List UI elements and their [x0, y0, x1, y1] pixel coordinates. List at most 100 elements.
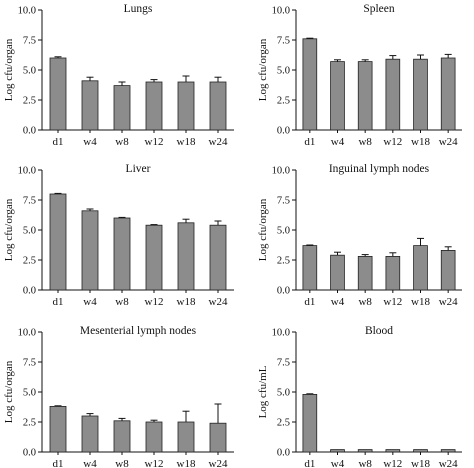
y-tick-label: 2.5 — [277, 256, 290, 267]
y-axis-title: Log cfu/organ — [3, 360, 15, 423]
x-tick-label: d1 — [53, 458, 64, 468]
x-tick-label: w8 — [115, 296, 129, 308]
bar — [209, 422, 227, 453]
y-tick-label: 0.0 — [277, 448, 290, 459]
y-tick-label: 5.0 — [23, 388, 36, 399]
y-tick-label: 7.5 — [23, 196, 36, 207]
x-tick-label: w24 — [209, 136, 228, 148]
y-tick-label: 7.5 — [277, 36, 290, 47]
y-axis-title: Log cfu/organ — [3, 198, 15, 261]
y-axis-title: Log cfu/organ — [3, 38, 15, 101]
y-tick-label: 10.0 — [272, 166, 290, 177]
bar — [145, 81, 163, 131]
x-tick-label: w4 — [331, 296, 345, 308]
y-tick-label: 7.5 — [277, 196, 290, 207]
bar — [413, 58, 428, 131]
bar — [177, 421, 195, 453]
bar — [145, 421, 163, 453]
bar — [440, 449, 456, 453]
y-tick-label: 2.5 — [23, 256, 36, 267]
bar — [385, 58, 401, 131]
bar — [81, 80, 99, 131]
chart-title: Blood — [365, 325, 393, 337]
bar — [357, 449, 373, 453]
x-tick-label: w8 — [115, 136, 129, 148]
bar — [209, 224, 227, 291]
bar — [440, 57, 456, 131]
chart-panel-1: 0.0 2.5 5.0 7.5 10.0 Log cfu/organ Lungs d1 w4 w8… — [3, 3, 234, 148]
x-tick-label: w12 — [383, 296, 402, 308]
x-tick-label: w24 — [439, 296, 458, 308]
bar — [302, 245, 318, 291]
x-tick-label: w24 — [439, 458, 458, 468]
x-tick-label: w12 — [145, 458, 164, 468]
x-tick-label: d1 — [53, 296, 64, 308]
bar — [177, 222, 195, 291]
bar — [113, 217, 131, 291]
x-tick-label: w12 — [383, 136, 402, 148]
bar — [357, 255, 373, 291]
x-tick-label: d1 — [304, 458, 315, 468]
x-tick-label: w4 — [83, 136, 97, 148]
bar — [49, 405, 67, 453]
y-axis-title: Log cfu/organ — [257, 38, 269, 101]
x-tick-label: w4 — [331, 136, 345, 148]
bar — [145, 224, 163, 291]
x-tick-label: d1 — [53, 136, 64, 148]
y-tick-label: 7.5 — [23, 358, 36, 369]
y-tick-label: 2.5 — [23, 418, 36, 429]
y-tick-label: 7.5 — [23, 36, 36, 47]
bar — [177, 81, 195, 131]
x-tick-label: w8 — [358, 458, 372, 468]
y-tick-label: 0.0 — [277, 126, 290, 137]
chart-panel-5: 0.0 2.5 5.0 7.5 10.0 Log cfu/organ Mesenterial… — [3, 325, 234, 468]
x-tick-label: w4 — [83, 296, 97, 308]
x-tick-label: w8 — [358, 136, 372, 148]
y-axis-title: Log cfu/organ — [257, 198, 269, 261]
x-tick-label: w24 — [209, 458, 228, 468]
chart-panel-4: 0.0 2.5 5.0 7.5 10.0 Log cfu/organ Inguinal ly… — [257, 163, 462, 308]
y-tick-label: 2.5 — [277, 418, 290, 429]
x-tick-label: w12 — [145, 296, 164, 308]
chart-title: Inguinal lymph nodes — [329, 163, 430, 175]
bar — [49, 193, 67, 291]
y-tick-label: 10.0 — [18, 328, 36, 339]
y-tick-label: 10.0 — [18, 166, 36, 177]
bar — [49, 57, 67, 131]
bar — [302, 38, 318, 131]
bar — [440, 249, 456, 291]
bar — [113, 420, 131, 453]
y-tick-label: 10.0 — [272, 328, 290, 339]
bar — [330, 254, 345, 291]
bar — [330, 449, 345, 453]
y-tick-label: 2.5 — [277, 96, 290, 107]
x-tick-label: w24 — [209, 296, 228, 308]
x-tick-label: w18 — [411, 136, 430, 148]
y-tick-label: 2.5 — [23, 96, 36, 107]
x-tick-label: w8 — [358, 296, 372, 308]
chart-panel-3: 0.0 2.5 5.0 7.5 10.0 Log cfu/organ Liver d1 w4 w8… — [3, 163, 234, 308]
y-tick-label: 5.0 — [23, 226, 36, 237]
bar — [81, 210, 99, 291]
y-tick-label: 0.0 — [23, 448, 36, 459]
y-tick-label: 0.0 — [23, 126, 36, 137]
y-axis-title: Log cfu/mL — [257, 365, 269, 418]
x-tick-label: w18 — [177, 296, 196, 308]
x-tick-label: w18 — [177, 136, 196, 148]
x-tick-label: w12 — [383, 458, 402, 468]
x-tick-label: w4 — [331, 458, 345, 468]
bar — [330, 61, 345, 131]
chart-title: Lungs — [124, 3, 153, 15]
x-tick-label: w18 — [411, 296, 430, 308]
chart-title: Mesenterial lymph nodes — [80, 325, 197, 337]
chart-title: Spleen — [363, 3, 395, 15]
chart-panel-2: 0.0 2.5 5.0 7.5 10.0 Log cfu/organ Spleen d1 w4 w… — [257, 3, 462, 148]
y-tick-label: 5.0 — [23, 66, 36, 77]
chart-panel-6: 0.0 2.5 5.0 7.5 10.0 Log cfu/mL Blood d1 w4 w8 w12… — [257, 325, 462, 468]
x-tick-label: w8 — [115, 458, 129, 468]
x-tick-label: w4 — [83, 458, 97, 468]
y-tick-label: 10.0 — [18, 6, 36, 17]
x-tick-label: w18 — [177, 458, 196, 468]
bar — [413, 449, 428, 453]
